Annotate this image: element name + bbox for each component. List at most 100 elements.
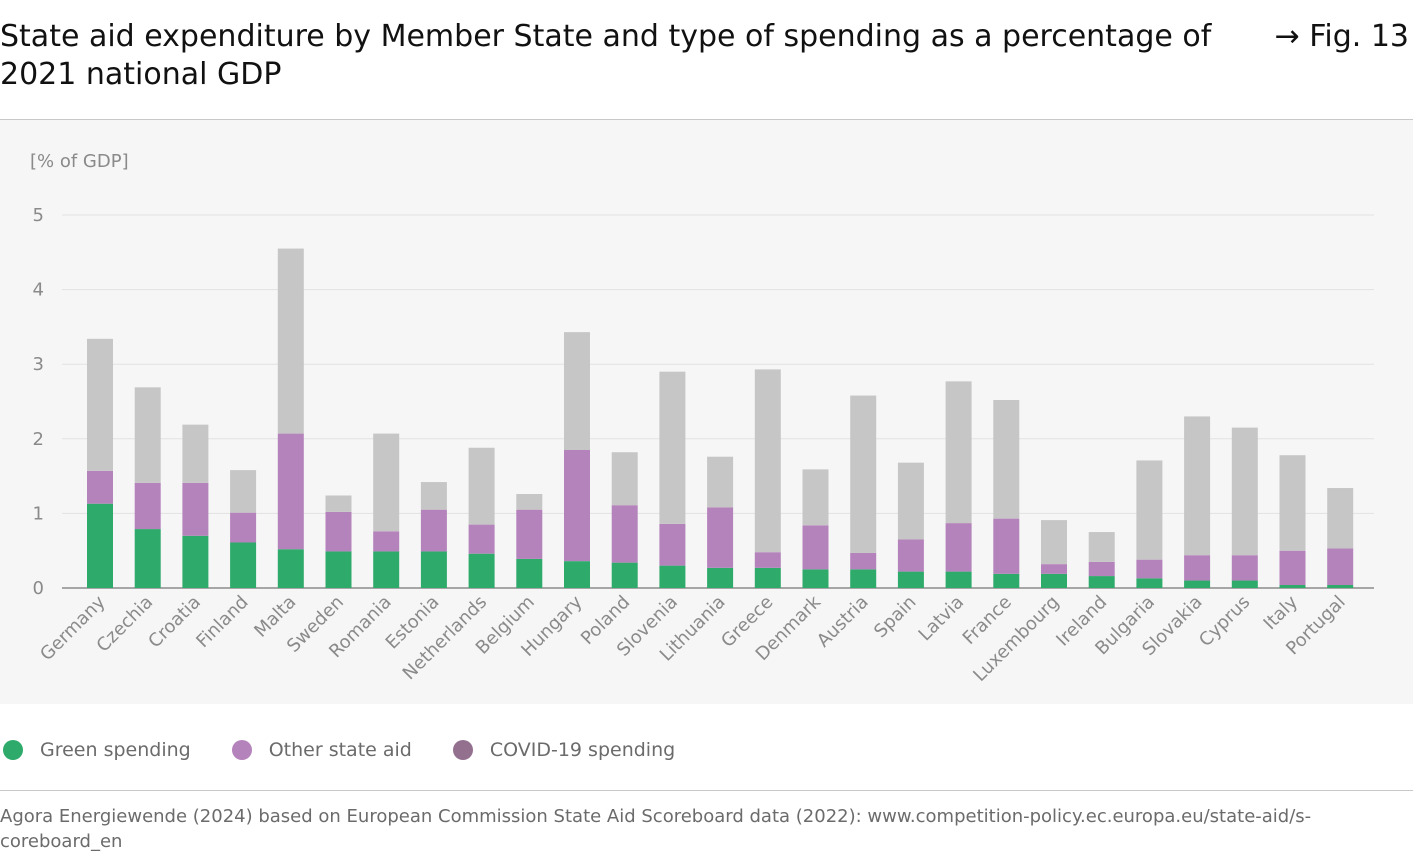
bar-green-greece [754, 567, 781, 588]
bar-other-austria [850, 552, 877, 570]
bar-other-hungary [564, 449, 590, 562]
legend-item-other: Other state aid [229, 739, 412, 761]
figure-reference: → Fig. 13 [1274, 19, 1409, 54]
bar-green-latvia [945, 571, 972, 588]
bar-green-sweden [325, 551, 352, 588]
bar-covid-luxembourg [1041, 520, 1067, 565]
bar-covid-lithuania [707, 456, 734, 508]
bar-green-slovenia [659, 565, 686, 588]
y-tick-label: 1 [33, 503, 44, 524]
bar-other-malta [277, 433, 304, 550]
bar-other-slovakia [1184, 555, 1211, 581]
bar-green-czechia [134, 529, 161, 588]
bar-green-poland [611, 562, 638, 588]
bar-green-italy [1279, 585, 1306, 588]
bar-other-germany [87, 470, 113, 504]
bar-other-denmark [802, 525, 829, 570]
bar-green-netherlands [468, 553, 495, 588]
bar-covid-poland [611, 452, 638, 506]
bar-other-belgium [516, 509, 543, 559]
bar-covid-slovakia [1184, 416, 1211, 556]
bar-other-czechia [134, 482, 161, 530]
x-tick-label: Croatia [144, 592, 205, 653]
chart-panel: [% of GDP] 0 1 2 3 4 5 Germany Czechia Croatia Fin… [0, 120, 1413, 704]
y-tick-label: 4 [33, 280, 44, 301]
bar-covid-cyprus [1231, 427, 1258, 556]
bar-green-romania [373, 551, 400, 588]
y-tick-label: 5 [33, 205, 44, 226]
bar-green-portugal [1327, 585, 1354, 588]
x-tick-label: Finland [192, 592, 252, 652]
bar-green-austria [850, 569, 877, 588]
header-divider [0, 119, 1413, 120]
legend-item-green: Green spending [0, 739, 191, 761]
bar-covid-portugal [1327, 488, 1354, 549]
bar-covid-finland [230, 470, 257, 513]
bar-green-france [993, 573, 1020, 588]
bar-covid-hungary [564, 332, 590, 450]
x-tick-label: Germany [36, 591, 110, 665]
bar-green-slovakia [1184, 580, 1211, 588]
bar-covid-bulgaria [1136, 460, 1163, 560]
source-note: Agora Energiewende (2024) based on Europ… [0, 806, 1312, 852]
bar-green-finland [230, 542, 257, 588]
y-tick-label: 3 [33, 354, 44, 375]
legend-swatch-covid [452, 740, 473, 760]
legend-label-green: Green spending [40, 739, 191, 761]
bar-covid-croatia [182, 424, 209, 483]
bar-green-cyprus [1231, 580, 1258, 588]
bar-other-slovenia [659, 523, 686, 566]
bar-green-belgium [516, 558, 543, 588]
bar-covid-italy [1279, 455, 1306, 551]
x-tick-label: Spain [870, 592, 920, 642]
bar-green-bulgaria [1136, 578, 1163, 588]
bars [87, 248, 1354, 588]
bar-other-latvia [945, 523, 972, 572]
bar-covid-france [993, 400, 1020, 519]
bar-other-estonia [420, 509, 447, 552]
chart-title: State aid expenditure by Member State an… [0, 19, 1212, 92]
y-tick-label: 0 [33, 578, 44, 599]
bar-covid-greece [754, 369, 781, 553]
bar-covid-sweden [325, 495, 352, 512]
x-tick-label: Austria [813, 592, 873, 652]
bar-other-ireland [1088, 561, 1115, 577]
legend-item-covid: COVID-19 spending [450, 739, 675, 761]
bar-green-ireland [1088, 576, 1115, 588]
x-tick-label: Italy [1260, 591, 1303, 634]
bar-green-estonia [420, 551, 447, 588]
bar-covid-malta [277, 248, 304, 434]
bar-covid-romania [373, 433, 400, 532]
y-axis-label: [% of GDP] [30, 151, 129, 172]
bar-covid-germany [87, 338, 113, 471]
bar-other-france [993, 518, 1020, 574]
bar-green-lithuania [707, 567, 734, 588]
bar-other-italy [1279, 550, 1306, 586]
bar-covid-belgium [516, 494, 543, 510]
bar-covid-ireland [1088, 532, 1115, 562]
bar-green-malta [277, 549, 304, 588]
axis-labels: [% of GDP]012345GermanyCzechiaCroatiaFin… [30, 151, 1350, 686]
bar-covid-czechia [134, 387, 161, 483]
stacked-bar-chart: [% of GDP]012345GermanyCzechiaCroatiaFin… [30, 151, 1374, 686]
bar-green-luxembourg [1041, 573, 1067, 588]
bar-green-denmark [802, 569, 829, 588]
bar-other-romania [373, 531, 400, 552]
bar-other-portugal [1327, 548, 1354, 586]
bar-green-spain [897, 571, 924, 588]
x-tick-label: Latvia [915, 592, 969, 646]
bar-other-sweden [325, 511, 352, 552]
bar-other-finland [230, 512, 257, 543]
bar-other-luxembourg [1041, 564, 1067, 574]
bar-covid-spain [897, 462, 924, 540]
footer-divider [0, 790, 1413, 791]
bar-covid-austria [850, 395, 877, 553]
bar-green-croatia [182, 535, 209, 588]
legend-label-other: Other state aid [268, 739, 412, 761]
bar-other-netherlands [468, 524, 495, 554]
bar-green-hungary [564, 561, 590, 588]
legend-label-covid: COVID-19 spending [489, 739, 676, 761]
bar-other-croatia [182, 482, 209, 536]
legend-swatch-green [3, 740, 23, 760]
bar-other-poland [611, 505, 638, 563]
